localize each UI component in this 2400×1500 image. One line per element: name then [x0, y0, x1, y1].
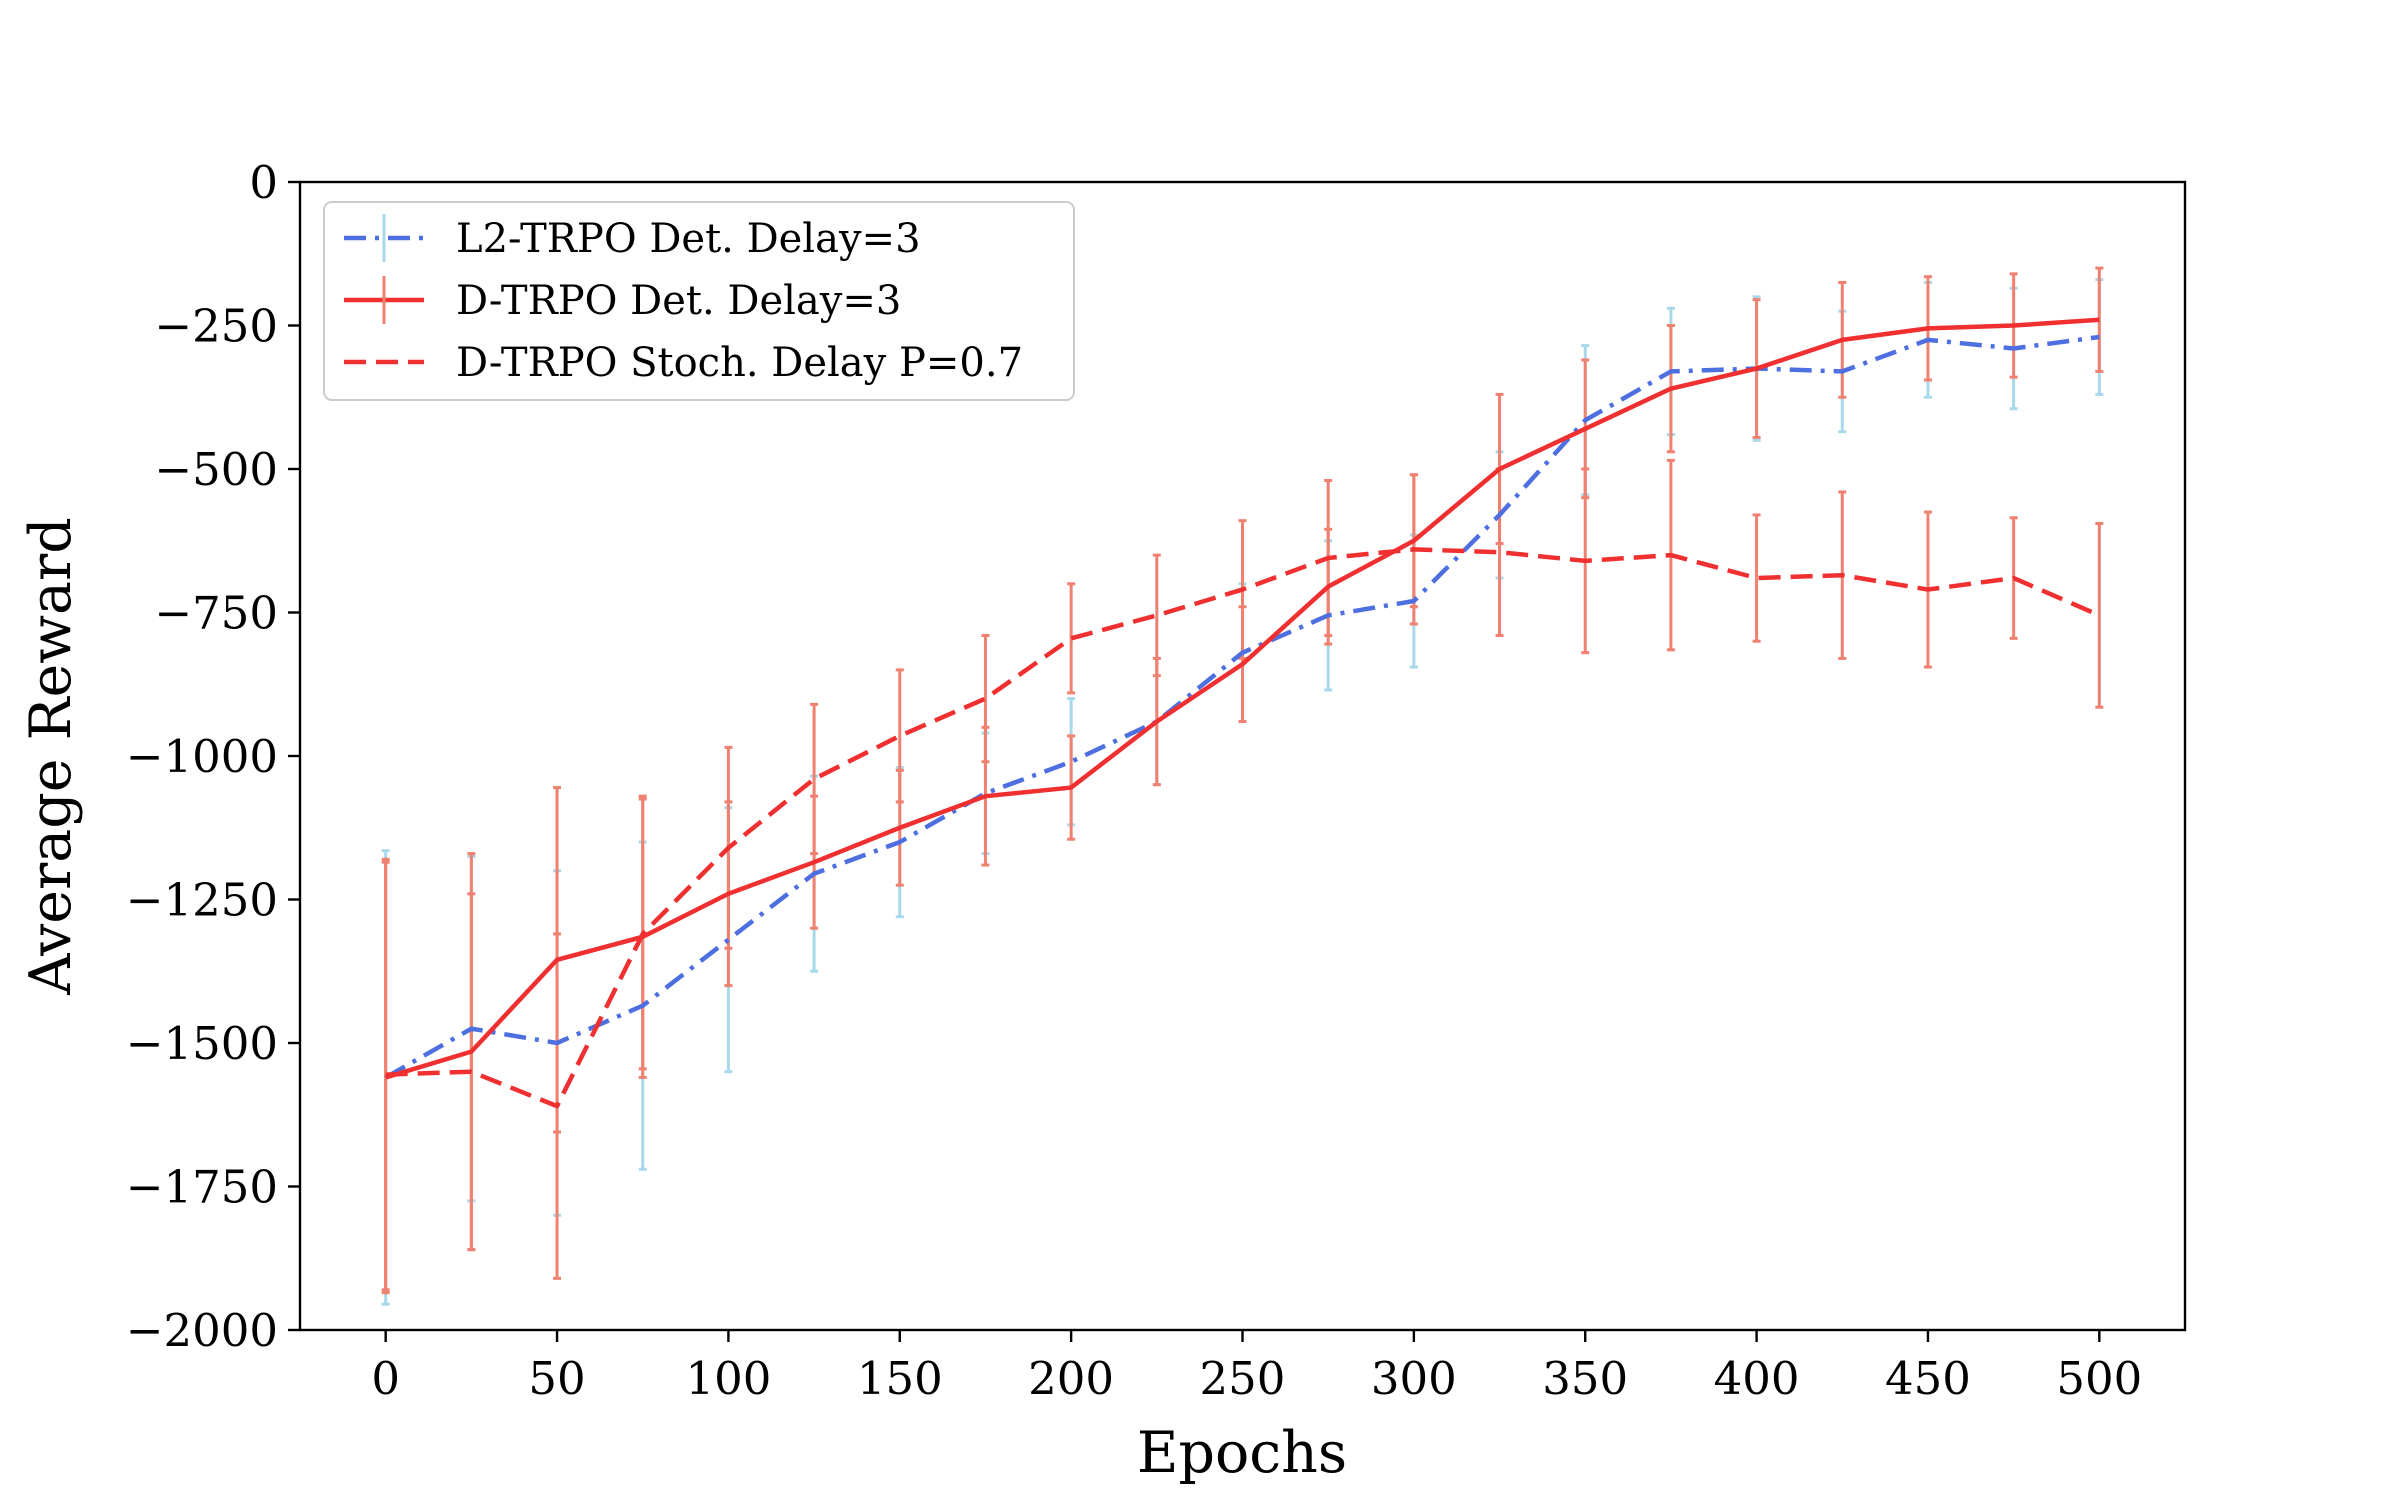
x-tick-label: 250: [1200, 1352, 1286, 1405]
y-tick-label: −250: [154, 300, 278, 353]
series-line-2: [385, 547, 2101, 1109]
series-line-0: [384, 334, 2100, 1080]
legend-entry-l2-trpo: L2-TRPO Det. Delay=3: [344, 214, 921, 262]
y-tick-label: −1500: [126, 1017, 278, 1070]
legend-label-l2-trpo: L2-TRPO Det. Delay=3: [456, 216, 921, 262]
x-tick-label: 200: [1028, 1352, 1114, 1405]
y-axis-ticks: 0 −250 −500 −750 −1000 −1250 −1500 −1750 −2000: [126, 156, 300, 1357]
x-tick-label: 300: [1371, 1352, 1457, 1405]
y-tick-label: −1750: [126, 1161, 278, 1214]
y-tick-label: −1250: [126, 874, 278, 927]
y-tick-label: −2000: [126, 1304, 278, 1357]
x-tick-label: 500: [2056, 1352, 2142, 1405]
y-tick-label: −500: [154, 443, 278, 496]
x-axis-ticks: 0 50 100 150 200 250 300 350 400 450 500: [371, 1330, 2142, 1405]
x-tick-label: 400: [1714, 1352, 1800, 1405]
x-tick-label: 350: [1542, 1352, 1628, 1405]
y-tick-label: −1000: [126, 730, 278, 783]
legend: L2-TRPO Det. Delay=3 D-TRPO Det. Delay=3…: [323, 201, 1075, 401]
series-lines: [384, 317, 2101, 1109]
legend-label-d-trpo-stoch: D-TRPO Stoch. Delay P=0.7: [456, 340, 1023, 386]
x-tick-label: 50: [528, 1352, 585, 1405]
x-axis-label: Epochs: [1137, 1420, 1347, 1486]
y-axis-label: Average Reward: [18, 517, 84, 996]
x-tick-label: 450: [1885, 1352, 1971, 1405]
legend-label-d-trpo-det: D-TRPO Det. Delay=3: [456, 278, 901, 324]
x-tick-label: 150: [857, 1352, 943, 1405]
x-tick-label: 0: [371, 1352, 400, 1405]
legend-box: [323, 201, 1075, 401]
x-tick-label: 100: [685, 1352, 771, 1405]
y-tick-label: 0: [249, 156, 278, 209]
legend-entry-d-trpo-det: D-TRPO Det. Delay=3: [344, 276, 901, 324]
series-line-1: [385, 317, 2100, 1080]
y-tick-label: −750: [154, 587, 278, 640]
legend-entry-d-trpo-stoch: D-TRPO Stoch. Delay P=0.7: [344, 340, 1023, 386]
